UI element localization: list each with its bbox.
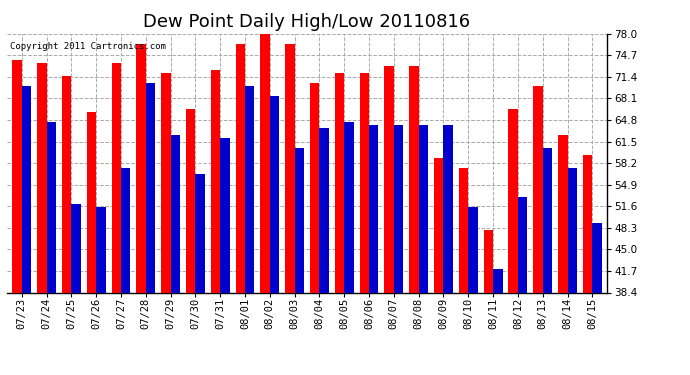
- Bar: [583, 154, 592, 292]
- Bar: [37, 63, 47, 292]
- Bar: [359, 73, 369, 292]
- Bar: [493, 269, 502, 292]
- Bar: [22, 86, 31, 292]
- Bar: [285, 44, 295, 292]
- Bar: [12, 60, 22, 292]
- Bar: [260, 34, 270, 292]
- Bar: [419, 125, 428, 292]
- Bar: [469, 207, 477, 292]
- Bar: [146, 83, 155, 292]
- Bar: [434, 158, 444, 292]
- Bar: [220, 138, 230, 292]
- Bar: [518, 197, 527, 292]
- Bar: [459, 168, 469, 292]
- Bar: [384, 66, 394, 292]
- Bar: [211, 70, 220, 292]
- Title: Dew Point Daily High/Low 20110816: Dew Point Daily High/Low 20110816: [144, 13, 471, 31]
- Bar: [161, 73, 170, 292]
- Bar: [71, 204, 81, 292]
- Bar: [295, 148, 304, 292]
- Bar: [170, 135, 180, 292]
- Bar: [310, 83, 319, 292]
- Bar: [270, 96, 279, 292]
- Bar: [235, 44, 245, 292]
- Bar: [444, 125, 453, 292]
- Bar: [409, 66, 419, 292]
- Bar: [137, 44, 146, 292]
- Bar: [112, 63, 121, 292]
- Bar: [592, 223, 602, 292]
- Bar: [96, 207, 106, 292]
- Bar: [509, 109, 518, 292]
- Text: Copyright 2011 Cartronics.com: Copyright 2011 Cartronics.com: [10, 42, 166, 51]
- Bar: [47, 122, 56, 292]
- Bar: [319, 129, 329, 292]
- Bar: [186, 109, 195, 292]
- Bar: [245, 86, 255, 292]
- Bar: [369, 125, 379, 292]
- Bar: [344, 122, 354, 292]
- Bar: [121, 168, 130, 292]
- Bar: [195, 174, 205, 292]
- Bar: [484, 230, 493, 292]
- Bar: [62, 76, 71, 292]
- Bar: [558, 135, 567, 292]
- Bar: [335, 73, 344, 292]
- Bar: [543, 148, 552, 292]
- Bar: [394, 125, 403, 292]
- Bar: [533, 86, 543, 292]
- Bar: [567, 168, 577, 292]
- Bar: [87, 112, 96, 292]
